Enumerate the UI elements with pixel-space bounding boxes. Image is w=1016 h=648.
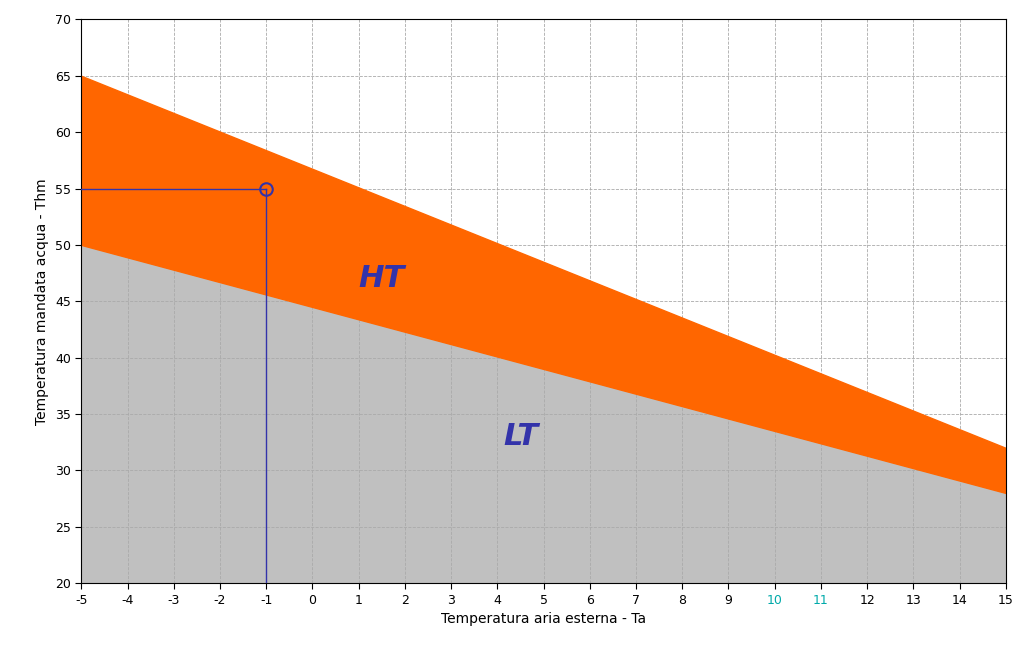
Y-axis label: Temperatura mandata acqua - Thm: Temperatura mandata acqua - Thm (36, 178, 50, 424)
Text: HT: HT (359, 264, 405, 294)
Text: LT: LT (503, 422, 538, 451)
X-axis label: Temperatura aria esterna - Ta: Temperatura aria esterna - Ta (441, 612, 646, 626)
